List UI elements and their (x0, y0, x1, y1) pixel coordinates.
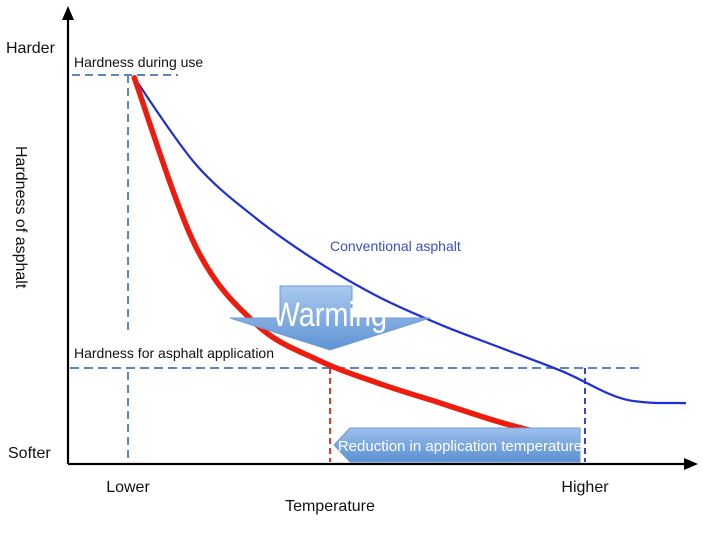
x-axis-label: Temperature (285, 498, 375, 515)
y-axis-arrowhead (62, 6, 74, 20)
axes (62, 6, 698, 470)
guide-lines (70, 74, 640, 462)
reduction-arrow: Reduction in application temperature (333, 427, 582, 463)
warming-arrow-shape (229, 285, 431, 351)
warming-arrow: Warming (229, 285, 431, 351)
warming-label: Warming (273, 295, 388, 334)
x-tick-lower: Lower (106, 479, 150, 496)
conventional-asphalt-curve (133, 77, 687, 405)
x-axis-arrowhead (684, 458, 698, 470)
hardness-for-application-label: Hardness for asphalt application (74, 345, 274, 361)
reduction-label: Reduction in application temperature (338, 438, 582, 455)
warm-mix-asphalt-curve (131, 75, 567, 442)
x-tick-higher: Higher (561, 479, 609, 496)
reduction-arrow-shape (333, 427, 581, 463)
y-tick-harder: Harder (6, 40, 56, 57)
conventional-asphalt-label: Conventional asphalt (330, 238, 461, 254)
y-axis-label: Hardness of asphalt (12, 146, 29, 289)
hardness-during-use-label: Hardness during use (74, 54, 203, 70)
y-tick-softer: Softer (8, 445, 51, 462)
